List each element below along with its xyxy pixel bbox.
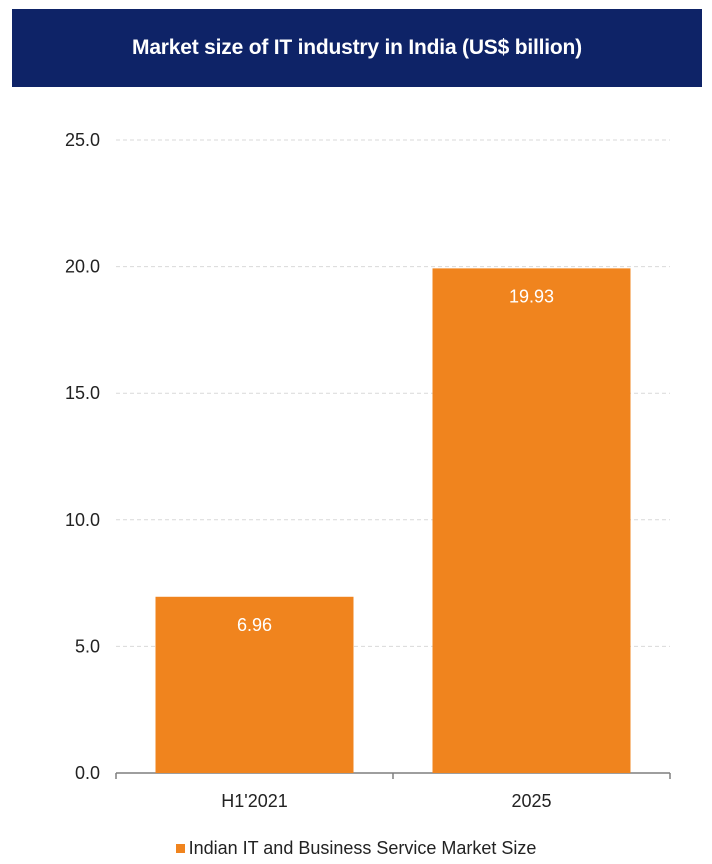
y-tick-label: 10.0 <box>65 510 100 530</box>
legend: Indian IT and Business Service Market Si… <box>0 838 712 859</box>
chart-title: Market size of IT industry in India (US$… <box>132 36 582 59</box>
data-label: 19.93 <box>509 286 554 306</box>
chart-title-bar: Market size of IT industry in India (US$… <box>12 9 702 87</box>
y-tick-label: 5.0 <box>75 636 100 656</box>
y-tick-label: 20.0 <box>65 257 100 277</box>
legend-label: Indian IT and Business Service Market Si… <box>188 838 537 858</box>
data-label: 6.96 <box>237 615 272 635</box>
y-tick-label: 0.0 <box>75 763 100 783</box>
x-tick-label: 2025 <box>511 791 551 811</box>
bar <box>155 596 354 773</box>
x-tick-label: H1'2021 <box>221 791 288 811</box>
y-tick-label: 25.0 <box>65 130 100 150</box>
bar <box>432 268 631 773</box>
legend-swatch <box>175 844 185 853</box>
y-tick-label: 15.0 <box>65 383 100 403</box>
